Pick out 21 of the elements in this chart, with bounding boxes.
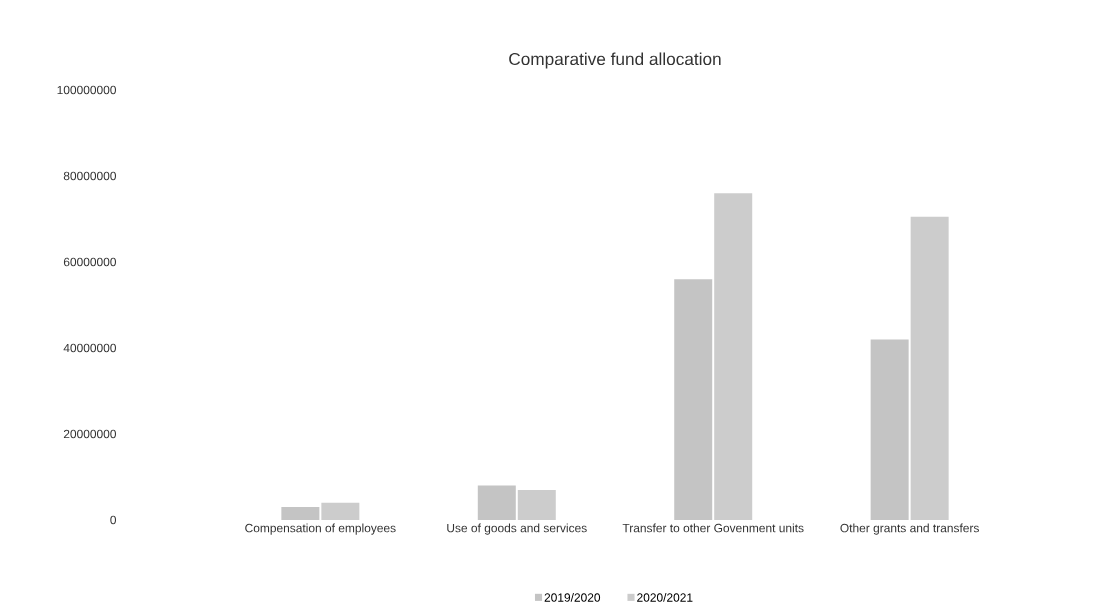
x-tick-label: Transfer to other Govenment units — [622, 523, 804, 533]
y-tick-label: 80000000 — [63, 171, 117, 181]
chart-title: Comparative fund allocation — [509, 52, 721, 69]
bar — [477, 485, 516, 520]
legend-label: 2019/2020 — [544, 592, 601, 602]
y-tick-label: 100000000 — [57, 85, 117, 95]
bar — [870, 339, 909, 520]
bar — [281, 507, 320, 520]
x-tick-label: Use of goods and services — [447, 523, 587, 535]
x-tick-label: Compensation of employees — [245, 523, 396, 535]
bar — [674, 279, 713, 520]
y-tick-label: 20000000 — [63, 429, 117, 439]
x-tick-label: Other grants and transfers — [840, 523, 979, 535]
bar — [910, 216, 949, 520]
bar — [321, 502, 360, 520]
bar — [714, 193, 753, 520]
y-tick-label: 60000000 — [63, 257, 117, 267]
y-tick-label: 0 — [110, 515, 117, 525]
bar — [517, 489, 556, 520]
legend-label: 2020/2021 — [637, 592, 693, 602]
y-tick-label: 40000000 — [63, 343, 117, 353]
